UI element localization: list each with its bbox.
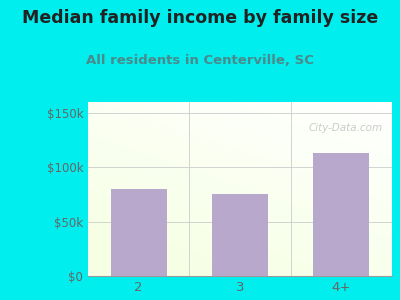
- Bar: [314, 153, 369, 276]
- Text: All residents in Centerville, SC: All residents in Centerville, SC: [86, 54, 314, 67]
- Text: Median family income by family size: Median family income by family size: [22, 9, 378, 27]
- Bar: [212, 194, 268, 276]
- Text: City-Data.com: City-Data.com: [309, 123, 383, 133]
- Bar: [111, 189, 166, 276]
